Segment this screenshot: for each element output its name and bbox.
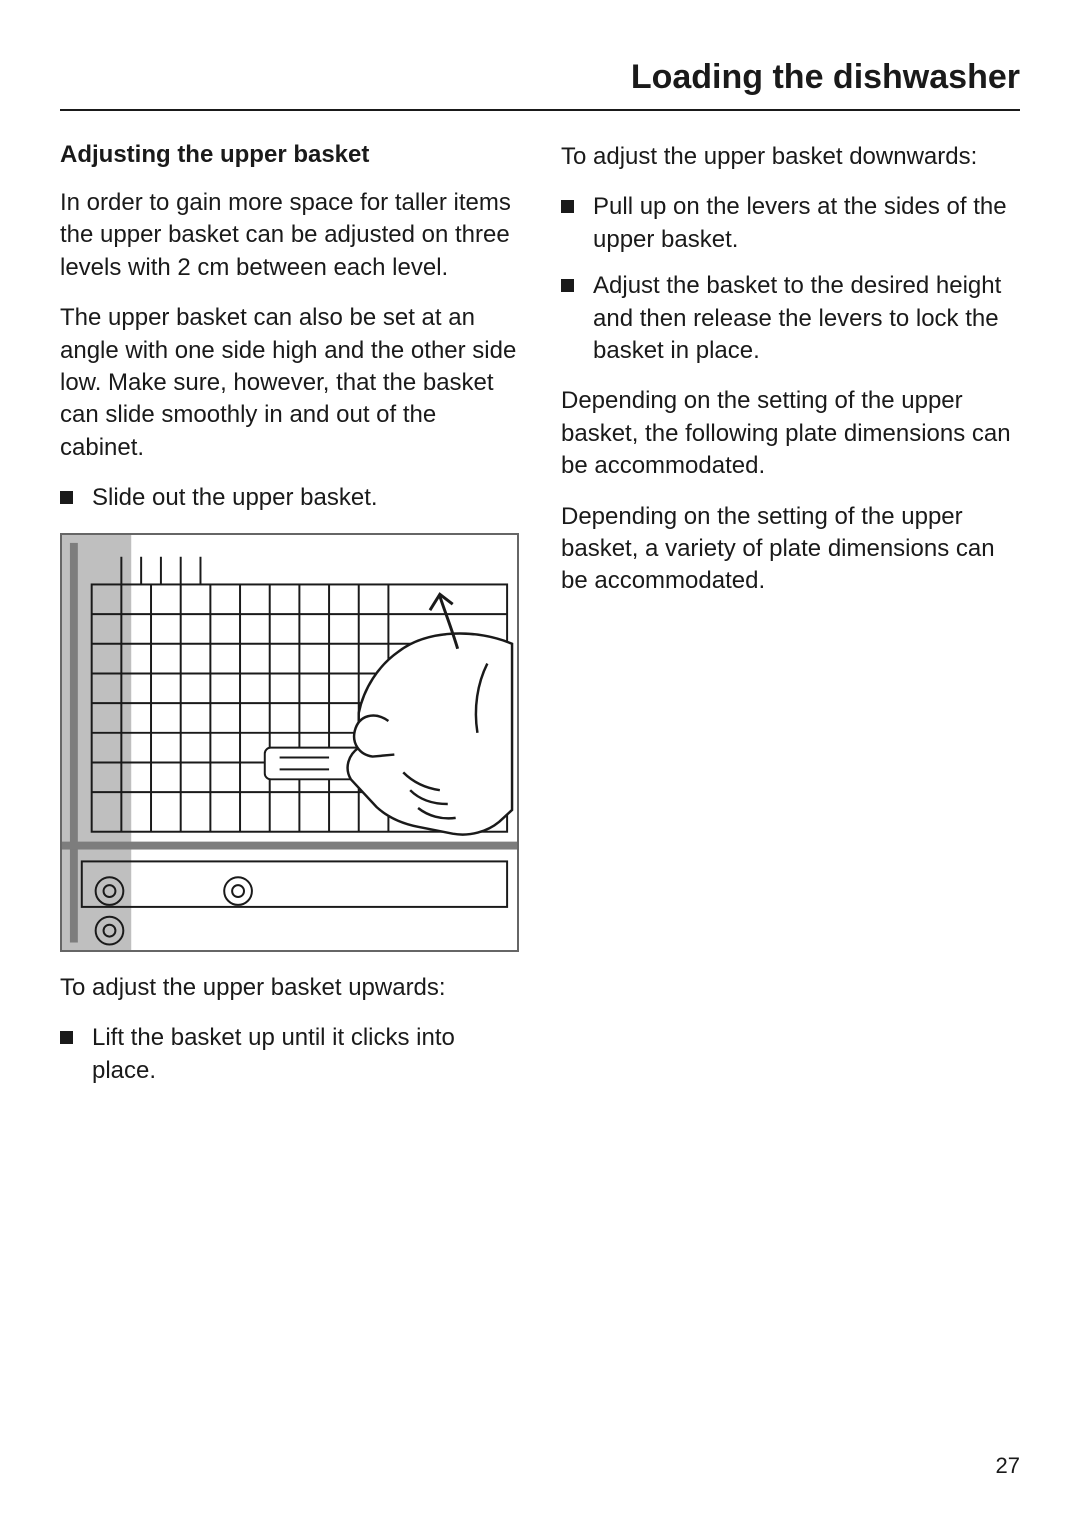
paragraph: In order to gain more space for taller i… — [60, 187, 519, 284]
instruction-figure — [60, 533, 519, 952]
step-list: Pull up on the levers at the sides of th… — [561, 191, 1020, 367]
left-column: Adjusting the upper basket In order to g… — [60, 141, 519, 1105]
step-list: Slide out the upper basket. — [60, 482, 519, 514]
list-item: Adjust the basket to the desired height … — [561, 270, 1020, 367]
paragraph: Depending on the setting of the upper ba… — [561, 385, 1020, 482]
page-header: Loading the dishwasher — [60, 58, 1020, 111]
paragraph: To adjust the upper basket downwards: — [561, 141, 1020, 173]
paragraph: The upper basket can also be set at an a… — [60, 302, 519, 464]
section-subhead: Adjusting the upper basket — [60, 141, 519, 169]
list-item: Slide out the upper basket. — [60, 482, 519, 514]
page: Loading the dishwasher Adjusting the upp… — [0, 0, 1080, 1529]
right-column: To adjust the upper basket downwards: Pu… — [561, 141, 1020, 1105]
basket-adjust-illustration — [60, 533, 519, 952]
page-title: Loading the dishwasher — [60, 58, 1020, 97]
paragraph: To adjust the upper basket upwards: — [60, 972, 519, 1004]
paragraph: Depending on the setting of the upper ba… — [561, 501, 1020, 598]
content-columns: Adjusting the upper basket In order to g… — [60, 141, 1020, 1105]
list-item: Pull up on the levers at the sides of th… — [561, 191, 1020, 256]
list-item: Lift the basket up until it clicks into … — [60, 1022, 519, 1087]
page-number: 27 — [996, 1453, 1020, 1479]
step-list: Lift the basket up until it clicks into … — [60, 1022, 519, 1087]
